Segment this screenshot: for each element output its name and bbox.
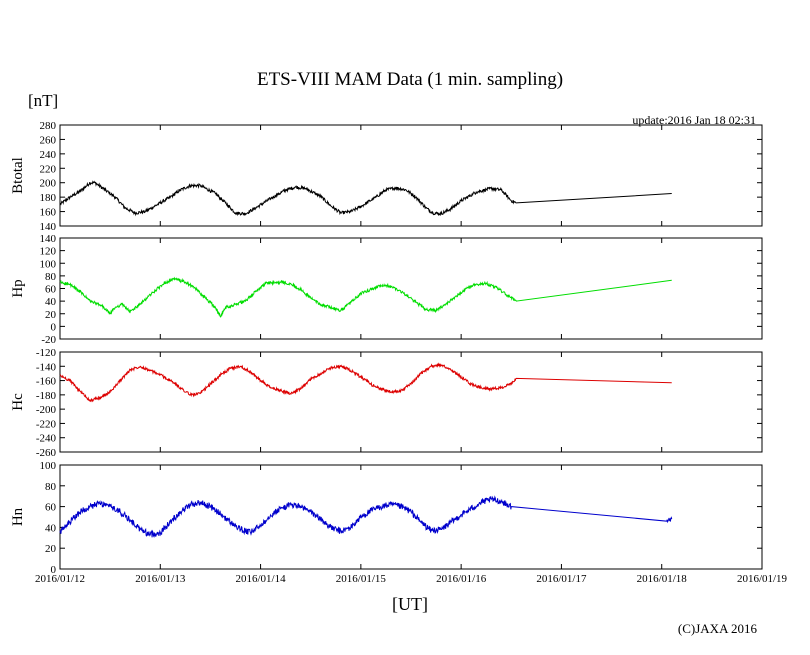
hc-ytick-label: -260 (36, 447, 57, 459)
hp-ytick-label: 0 (51, 321, 57, 333)
btotal-ytick-label: 260 (40, 134, 57, 146)
btotal-series-line (59, 180, 672, 217)
btotal-ytick-label: 240 (40, 149, 57, 161)
panel-btotal: 140 160 180 200 220 240 260 280 Btotal (10, 120, 763, 233)
hp-label: Hp (10, 279, 26, 297)
hn-ytick-label: 0 (51, 564, 57, 576)
btotal-ytick-label: 180 (40, 192, 57, 204)
hn-series-line (59, 495, 673, 539)
btotal-ytick-label: 160 (40, 207, 57, 219)
x-tick-label: 2016/01/15 (336, 573, 387, 585)
chart-title: ETS-VIII MAM Data (1 min. sampling) (257, 69, 563, 90)
hp-ytick-label: 140 (40, 233, 57, 245)
hp-ytick-label: 20 (45, 309, 57, 321)
hc-series-line (59, 362, 672, 403)
hp-ytick-label: -20 (41, 334, 56, 346)
hc-ytick-label: -240 (36, 433, 57, 445)
x-axis-ticks: 2016/01/12 2016/01/13 2016/01/14 2016/01/15… (35, 573, 788, 585)
hc-ytick-label: -200 (36, 404, 57, 416)
btotal-ytick-label: 140 (40, 221, 57, 233)
hp-ytick-label: 100 (40, 258, 57, 270)
hp-ytick-label: 120 (40, 246, 57, 258)
x-tick-label: 2016/01/18 (637, 573, 688, 585)
hn-label: Hn (10, 507, 26, 526)
x-tick-label: 2016/01/12 (35, 573, 85, 585)
update-text: update:2016 Jan 18 02:31 (632, 113, 756, 127)
hp-series-line (59, 276, 672, 318)
panels-group: 140160180200220240260280Btotal-200204060… (10, 120, 763, 576)
hc-ytick-label: -180 (36, 390, 57, 402)
hc-ytick-label: -120 (36, 347, 57, 359)
x-tick-label: 2016/01/19 (737, 573, 788, 585)
x-tick-label: 2016/01/14 (236, 573, 287, 585)
copyright-text: (C)JAXA 2016 (678, 621, 758, 636)
btotal-frame (59, 124, 763, 227)
btotal-ytick-label: 220 (40, 163, 57, 175)
hn-ytick-label: 60 (45, 502, 57, 514)
btotal-label: Btotal (10, 157, 26, 194)
x-tick-label: 2016/01/17 (536, 573, 587, 585)
hc-ytick-label: -160 (36, 376, 57, 388)
hn-frame (59, 464, 763, 570)
hc-ytick-label: -140 (36, 361, 57, 373)
hn-ytick-label: 80 (45, 481, 57, 493)
hn-ytick-label: 40 (45, 522, 57, 534)
hp-ytick-label: 80 (45, 271, 57, 283)
hn-ytick-label: 20 (45, 543, 57, 555)
hc-ytick-label: -220 (36, 418, 57, 430)
hp-ytick-label: 40 (45, 296, 57, 308)
hp-frame (59, 237, 763, 340)
hp-ytick-label: 60 (45, 284, 57, 296)
unit-label: [nT] (28, 91, 58, 110)
btotal-ytick-label: 200 (40, 178, 57, 190)
panel-hn: 0 20 40 60 80 100 Hn (10, 460, 763, 576)
x-axis-label: [UT] (392, 594, 428, 614)
hn-ytick-label: 100 (40, 460, 57, 472)
x-tick-label: 2016/01/13 (135, 573, 186, 585)
x-tick-label: 2016/01/16 (436, 573, 487, 585)
btotal-ytick-label: 280 (40, 120, 57, 132)
hc-frame (59, 351, 763, 453)
panel-hc: -260 -240 -220 -200 -180 -160 -140 -120 Hc (10, 347, 763, 459)
hc-label: Hc (10, 393, 26, 411)
